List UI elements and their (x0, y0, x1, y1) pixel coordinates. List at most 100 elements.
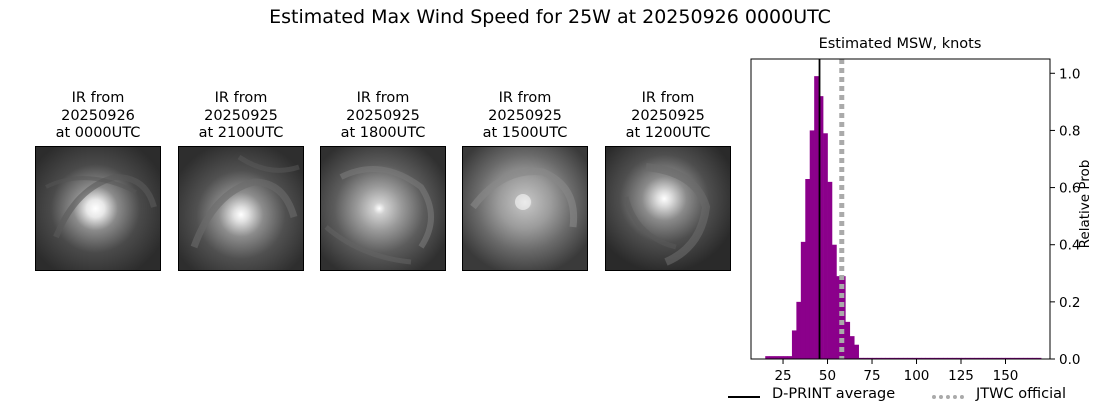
ir-date-line: 20250925 (204, 107, 278, 124)
histogram-bar (903, 357, 908, 359)
histogram-bar (787, 356, 793, 359)
x-tick-label: 50 (819, 368, 836, 384)
histogram-bar (800, 241, 806, 359)
figure-title: Estimated Max Wind Speed for 25W at 2025… (269, 6, 831, 28)
ir-label-line: IR from (71, 90, 125, 106)
histogram-bar (823, 133, 828, 359)
ir-label-line: IR from (498, 90, 552, 106)
histogram-bar (925, 357, 931, 359)
histogram-bar (947, 357, 953, 359)
y-tick-label: 1.0 (1059, 66, 1080, 82)
ir-panel-title: IR from 20250925 at 1500UTC (442, 90, 608, 143)
ir-label-line: IR from (641, 90, 695, 106)
histogram-bar (1001, 357, 1006, 359)
histogram-bar (778, 356, 784, 359)
histogram-bar (996, 357, 1002, 359)
legend-jtwc-swatch (932, 395, 964, 399)
histogram-bar (805, 179, 811, 359)
ir-panel-title: IR from 20250926 at 0000UTC (15, 90, 181, 143)
histogram-bar (983, 357, 989, 359)
histogram-bar (809, 130, 815, 359)
histogram-bar (987, 357, 993, 359)
histogram-bar (840, 276, 846, 359)
histogram-bar (898, 357, 904, 359)
y-tick-label: 0.4 (1059, 238, 1080, 254)
histogram-bar (880, 357, 886, 359)
histogram-bar (912, 357, 917, 359)
ir-date-line: 20250925 (346, 107, 420, 124)
histogram-bar (920, 357, 926, 359)
reference-lines (818, 59, 845, 359)
histogram-bar (929, 357, 935, 359)
histogram-bar (943, 357, 948, 359)
histogram-bar (885, 357, 891, 359)
histogram-bar (956, 357, 962, 359)
histogram-bar (938, 357, 944, 359)
histogram-bar (894, 357, 900, 359)
histogram-bar (814, 76, 819, 360)
histogram-bar (1014, 357, 1020, 359)
histogram-bar (1018, 357, 1024, 359)
ir-date-line: 20250925 (631, 107, 705, 124)
histogram-bar (952, 357, 957, 359)
ir-time-line: at 1800UTC (340, 125, 426, 141)
histogram-bar (965, 357, 971, 359)
ir-time-line: at 1500UTC (482, 125, 568, 141)
histogram-bar (992, 357, 997, 359)
histogram-bar (969, 357, 975, 359)
histogram-bar (1023, 357, 1029, 359)
ir-label-line: IR from (214, 90, 268, 106)
histogram-bar (858, 357, 864, 359)
histogram-bar (827, 181, 833, 359)
histogram-bar (1032, 357, 1037, 359)
y-axis-ticks: 0.0 0.2 0.4 0.6 0.8 1.0 (1050, 66, 1080, 368)
ir-time-line: at 0000UTC (55, 125, 141, 141)
y-tick-label: 0.0 (1059, 352, 1080, 368)
y-axis-label: Relative Prob (1077, 160, 1093, 249)
histogram-bar (916, 357, 922, 359)
x-tick-label: 75 (863, 368, 880, 384)
histogram-bar (872, 357, 877, 359)
histogram-bar (774, 356, 779, 359)
histogram-bar (796, 301, 802, 359)
histogram-bar (889, 357, 895, 359)
histogram-bar (791, 330, 797, 359)
ir-date-line: 20250925 (488, 107, 562, 124)
histogram-bar (867, 357, 873, 359)
y-tick-label: 0.6 (1059, 181, 1080, 197)
ir-panel-title: IR from 20250925 at 1200UTC (585, 90, 751, 143)
histogram-bar (783, 356, 788, 359)
legend-average-swatch (728, 396, 760, 398)
x-tick-label: 100 (904, 368, 930, 384)
histogram-bar (765, 356, 770, 359)
ir-satellite-image (35, 146, 161, 271)
histogram-bar (978, 357, 984, 359)
chart-title: Estimated MSW, knots (818, 36, 982, 52)
histogram-bar (849, 336, 855, 359)
legend-jtwc-label: JTWC official (976, 386, 1067, 402)
ir-satellite-image (462, 146, 588, 271)
x-axis-ticks: 25 50 75 100 125 150 (774, 359, 1018, 384)
histogram-bar (961, 357, 966, 359)
histogram-bar (1005, 357, 1011, 359)
x-tick-label: 150 (993, 368, 1019, 384)
legend-average-label: D-PRINT average (772, 386, 896, 402)
histogram-bar (1027, 357, 1033, 359)
histogram-bars (765, 76, 1042, 360)
ir-satellite-image (178, 146, 304, 271)
ir-panel-title: IR from 20250925 at 1800UTC (300, 90, 466, 143)
x-tick-label: 25 (774, 368, 791, 384)
plot-frame (750, 58, 1051, 360)
histogram-bar (769, 356, 775, 359)
ir-satellite-image (320, 146, 446, 271)
ir-satellite-image (605, 146, 731, 271)
histogram-bar (836, 276, 842, 359)
y-tick-label: 0.8 (1059, 123, 1080, 139)
histogram-bar (831, 244, 837, 359)
y-tick-label: 0.2 (1059, 295, 1080, 311)
histogram-bar (1009, 357, 1015, 359)
histogram-bar (907, 357, 913, 359)
histogram-bar (974, 357, 980, 359)
histogram-bar (854, 344, 859, 359)
